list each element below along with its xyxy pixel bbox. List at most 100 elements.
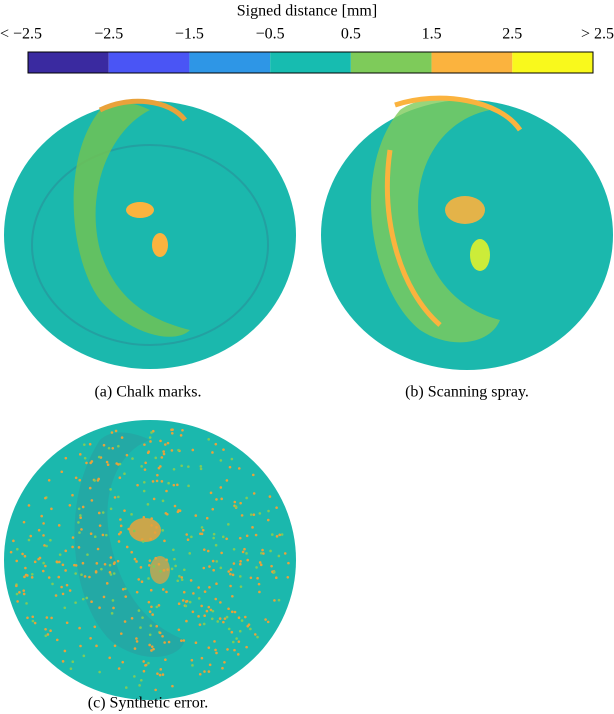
speckle — [25, 602, 28, 605]
speckle — [157, 604, 161, 607]
speckle — [69, 667, 73, 671]
speckle — [63, 606, 67, 610]
speckle — [155, 624, 159, 628]
colorbar-label: 2.5 — [502, 26, 522, 43]
speckle — [93, 535, 97, 539]
colorbar-segment — [270, 52, 351, 73]
speckle — [154, 556, 158, 560]
speckle — [240, 514, 244, 517]
speckle — [287, 561, 290, 565]
speckle — [262, 552, 265, 555]
speckle — [200, 656, 204, 660]
speckle — [95, 562, 99, 565]
speckle — [239, 560, 242, 563]
speckle — [223, 617, 227, 620]
speckle — [80, 573, 83, 576]
speckle — [74, 601, 77, 604]
speckle — [159, 668, 163, 671]
speckle — [149, 537, 152, 541]
speckle — [150, 524, 153, 527]
speckle — [184, 600, 188, 603]
speckle — [140, 538, 144, 541]
speckle — [165, 558, 168, 562]
speckle — [96, 547, 100, 551]
speckle — [85, 596, 89, 600]
speckle — [173, 504, 177, 508]
speckle — [191, 610, 195, 614]
ear-rim — [98, 98, 187, 122]
speckle — [266, 620, 270, 624]
speckle — [97, 511, 101, 515]
speckle — [148, 633, 152, 637]
speckle — [205, 516, 209, 520]
speckle — [147, 450, 151, 453]
speckle — [140, 678, 143, 682]
speckle — [124, 595, 128, 598]
speckle — [172, 483, 176, 487]
caption: (c) Synthetic error. — [88, 695, 208, 712]
speckle — [29, 534, 33, 538]
speckle — [219, 486, 223, 489]
speckle — [200, 526, 204, 529]
speckle — [130, 550, 134, 554]
speckle — [100, 567, 103, 571]
speckle — [41, 569, 45, 573]
speckle — [148, 643, 151, 647]
speckle — [130, 513, 133, 516]
speckle — [95, 644, 98, 648]
speckle — [172, 467, 176, 471]
speckle — [166, 568, 169, 571]
ear-canal — [150, 556, 170, 584]
speckle — [113, 644, 117, 648]
speckle — [207, 670, 211, 673]
speckle — [68, 503, 72, 507]
speckle — [185, 533, 189, 536]
speckle — [112, 562, 116, 565]
speckle — [244, 615, 247, 619]
speckle — [161, 673, 165, 676]
speckle — [225, 479, 229, 482]
speckle — [166, 512, 169, 516]
speckle — [65, 621, 69, 625]
speckle — [264, 618, 267, 621]
speckle — [202, 566, 206, 570]
colorbar-title: Signed distance [mm] — [237, 3, 377, 20]
speckle — [207, 438, 211, 441]
speckle — [207, 605, 211, 609]
speckle — [245, 552, 248, 555]
speckle — [211, 559, 215, 563]
speckle — [105, 533, 108, 537]
speckle — [154, 456, 158, 460]
speckle — [241, 550, 245, 554]
speckle — [54, 594, 58, 597]
speckle — [166, 441, 170, 445]
speckle — [216, 620, 220, 623]
speckle — [79, 644, 82, 648]
speckle — [230, 630, 234, 634]
speckle — [23, 554, 27, 558]
speckle — [170, 449, 174, 452]
speckle — [81, 505, 85, 509]
speckle — [47, 576, 51, 579]
speckle — [215, 560, 219, 563]
speckle — [235, 637, 238, 640]
speckle — [61, 592, 65, 596]
speckle — [162, 450, 165, 453]
speckle — [252, 513, 256, 517]
speckle — [77, 521, 80, 524]
speckle — [71, 660, 75, 663]
speckle — [200, 532, 204, 536]
speckle — [165, 489, 168, 493]
speckle — [283, 552, 287, 555]
speckle — [88, 575, 91, 579]
speckle — [164, 658, 167, 661]
speckle — [127, 527, 131, 531]
speckle — [15, 592, 19, 596]
speckle — [183, 568, 186, 572]
colorbar-segment — [512, 52, 593, 73]
speckle — [137, 578, 141, 581]
speckle — [269, 549, 272, 553]
speckle — [253, 633, 257, 636]
speckle — [79, 516, 82, 520]
speckle — [278, 533, 281, 537]
